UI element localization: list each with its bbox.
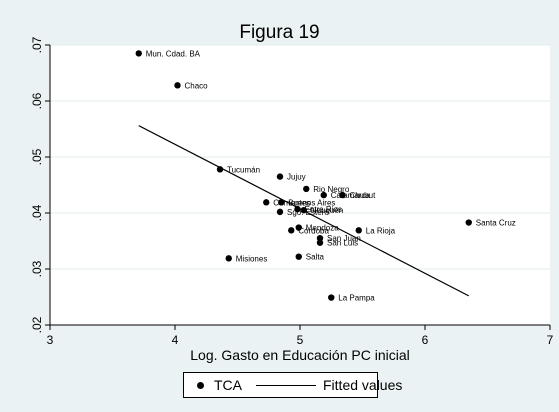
data-point: [276, 208, 284, 216]
data-point: [316, 239, 324, 246]
ticks: .02 .03 .04 .05 .06 .07 3 4 5 6 7: [30, 36, 554, 347]
x-tick-label: 7: [547, 333, 554, 347]
data-point-label: Rio Negro: [313, 185, 350, 194]
data-point-label: La Rioja: [366, 226, 396, 235]
data-point: [216, 166, 224, 173]
y-tick-label: .03: [30, 260, 44, 277]
data-point-label: Córdoba: [298, 226, 329, 235]
data-point: [278, 199, 285, 206]
x-axis-label: Log. Gasto en Educación PC inicial: [190, 347, 410, 363]
data-point: [339, 191, 346, 199]
y-tick-label: .05: [30, 148, 44, 165]
data-point-label: Chubut: [350, 191, 377, 200]
y-tick-label: .07: [30, 36, 44, 53]
data-point-label: La Pampa: [338, 294, 375, 303]
legend-marker-fitted: [256, 385, 316, 386]
data-point-label: Chaco: [185, 81, 209, 90]
data-point-label: Mun. Cdad. BA: [146, 49, 201, 58]
legend-label-fitted: Fitted values: [323, 377, 403, 393]
data-point-label: Catamarca: [331, 191, 371, 200]
data-point: [320, 191, 327, 199]
legend: TCA Fitted values: [183, 372, 402, 398]
data-point: [303, 185, 310, 193]
data-point-label: Tucumán: [227, 165, 260, 174]
data-point: [300, 207, 307, 214]
data-point-label: Salta: [306, 253, 325, 262]
data-point: [355, 227, 362, 234]
x-tick-label: 3: [47, 333, 54, 347]
y-tick-label: .06: [30, 92, 44, 109]
legend-label-tca: TCA: [214, 377, 242, 393]
data-point: [288, 227, 295, 234]
data-point-label: San Luis: [327, 239, 358, 248]
data-point: [295, 224, 302, 231]
data-point-label: Santa Cruz: [476, 219, 516, 228]
data-point-label: Neuquén: [311, 206, 343, 215]
data-point: [295, 253, 302, 260]
legend-marker-tca: [197, 382, 204, 389]
chart-title: Figura 19: [239, 22, 320, 43]
data-point-label: Jujuy: [287, 173, 306, 182]
x-tick-label: 5: [297, 333, 304, 347]
data-point: [135, 50, 142, 57]
data-point-label: Misiones: [236, 254, 268, 263]
data-point: [174, 82, 181, 89]
data-point: [316, 235, 324, 242]
data-point: [294, 205, 301, 213]
data-point-label: Sgo. Estero: [287, 208, 329, 217]
data-point-label: Corrientes: [273, 198, 310, 207]
y-tick-label: .04: [30, 204, 44, 221]
x-tick-label: 4: [172, 333, 179, 347]
data-point: [328, 294, 335, 301]
data-point: [225, 255, 232, 262]
data-point-label: Mendoza: [306, 224, 339, 233]
data-point-label: Entre Rios: [305, 205, 342, 214]
x-tick-label: 6: [422, 333, 429, 347]
data-point-label: Buenos Aires: [288, 198, 335, 207]
data-point: [276, 173, 284, 180]
plot-area: [50, 45, 550, 325]
data-point-label: San Juan: [327, 234, 361, 243]
data-point: [465, 219, 472, 226]
data-point: [263, 199, 270, 206]
y-tick-label: .02: [30, 316, 44, 333]
